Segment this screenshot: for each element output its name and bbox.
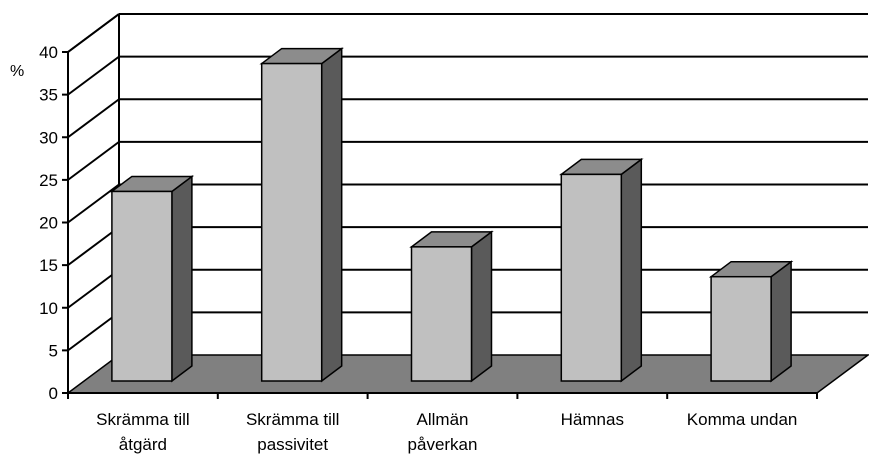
- x-tick-label: Allmän påverkan: [408, 410, 478, 454]
- bar: [409, 230, 494, 383]
- y-tick-label: 20: [39, 214, 58, 233]
- gridline-diagonal: [67, 268, 120, 309]
- gridline-diagonal: [67, 55, 120, 96]
- bar-front: [560, 173, 623, 382]
- x-tick-label-line: påverkan: [408, 435, 478, 454]
- gridline-diagonal: [67, 226, 120, 266]
- x-tick-label-line: Allmän: [417, 410, 469, 429]
- bar-side: [620, 157, 643, 383]
- x-tick-label: Komma undan: [687, 410, 798, 429]
- bar-front: [111, 190, 173, 382]
- bar: [708, 260, 794, 383]
- y-tick-label: 25: [39, 171, 58, 190]
- bars: [109, 47, 794, 383]
- y-tick-label: 40: [39, 43, 58, 62]
- y-axis-label: %: [10, 63, 24, 80]
- x-tick-label-line: passivitet: [257, 435, 328, 454]
- gridline-diagonal: [67, 311, 120, 352]
- gridline-diagonal: [67, 98, 120, 139]
- top-diagonal: [67, 13, 120, 53]
- x-tick-label: Hämnas: [561, 410, 624, 429]
- bar-side: [770, 260, 792, 383]
- x-tick-label-line: Hämnas: [561, 410, 624, 429]
- bar: [109, 174, 195, 383]
- gridline-diagonal: [67, 183, 120, 224]
- bar-side: [470, 230, 493, 383]
- y-tick-label: 35: [39, 86, 58, 105]
- x-tick-label: Skrämma till passivitet: [246, 410, 340, 454]
- bar-front: [260, 62, 323, 382]
- gridline-diagonal: [67, 141, 120, 181]
- y-tick-label: 0: [49, 384, 58, 403]
- x-tick-label-line: åtgärd: [119, 435, 167, 454]
- y-tick-label: 15: [39, 256, 58, 275]
- gridlines: [67, 13, 868, 352]
- bar: [559, 157, 644, 383]
- bar-side: [171, 174, 193, 383]
- bar-side: [320, 47, 343, 383]
- x-tick-label-line: Skrämma till: [246, 410, 340, 429]
- bar-front: [710, 275, 772, 382]
- y-axis: 0 5 10 15 20 25 30 35 40: [39, 43, 69, 403]
- x-tick-label-line: Komma undan: [687, 410, 798, 429]
- x-axis: Skrämma till åtgärd Skrämma till passivitet…: [67, 393, 818, 454]
- x-tick-label: Skrämma till åtgärd: [96, 410, 190, 454]
- y-tick-label: 10: [39, 299, 58, 318]
- bar-front: [410, 246, 473, 382]
- x-tick-label-line: Skrämma till: [96, 410, 190, 429]
- bar: [259, 47, 344, 383]
- y-tick-label: 5: [49, 341, 58, 360]
- y-tick-label: 30: [39, 128, 58, 147]
